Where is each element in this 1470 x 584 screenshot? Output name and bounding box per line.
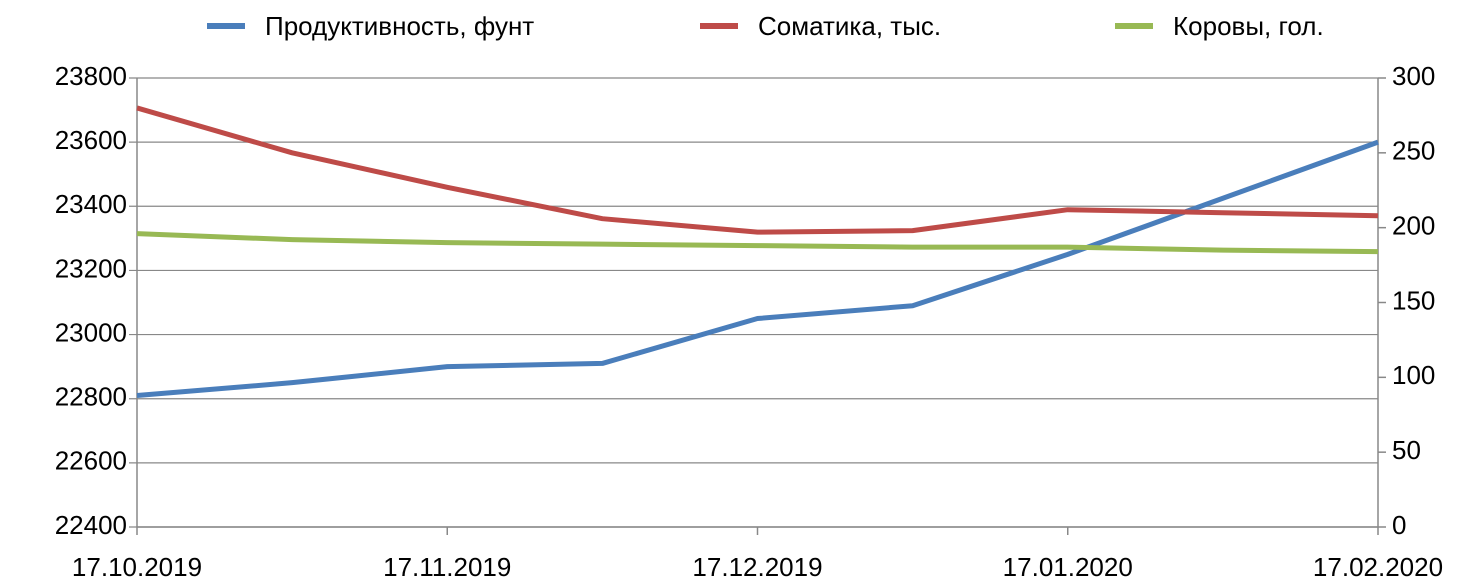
y2-tick-label: 150 xyxy=(1392,285,1435,315)
y-tick-label: 23400 xyxy=(55,189,127,219)
y2-tick-label: 0 xyxy=(1392,510,1406,540)
legend-label: Соматика, тыс. xyxy=(758,11,941,41)
x-tick-label: 17.02.2020 xyxy=(1313,552,1443,582)
x-tick-label: 17.11.2019 xyxy=(383,552,511,582)
series-line xyxy=(136,105,1379,235)
y-tick-label: 23200 xyxy=(55,253,127,283)
y2-tick-label: 300 xyxy=(1392,61,1435,91)
y-tick-label: 23000 xyxy=(55,317,127,347)
y-tick-label: 23600 xyxy=(55,125,127,155)
y-tick-label: 23800 xyxy=(55,61,127,91)
y-tick-label: 22600 xyxy=(55,446,127,476)
y-tick-label: 22400 xyxy=(55,510,127,540)
x-tick-label: 17.01.2020 xyxy=(1003,552,1133,582)
series-line xyxy=(136,139,1379,398)
y2-tick-label: 250 xyxy=(1392,136,1435,166)
legend-label: Продуктивность, фунт xyxy=(265,11,534,41)
series-line xyxy=(136,231,1379,255)
y2-tick-label: 100 xyxy=(1392,360,1435,390)
y-tick-label: 22800 xyxy=(55,382,127,412)
x-tick-label: 17.12.2019 xyxy=(692,552,822,582)
legend-label: Коровы, гол. xyxy=(1173,11,1324,41)
x-tick-label: 17.10.2019 xyxy=(72,552,202,582)
y2-tick-label: 200 xyxy=(1392,211,1435,241)
y2-tick-label: 50 xyxy=(1392,435,1421,465)
